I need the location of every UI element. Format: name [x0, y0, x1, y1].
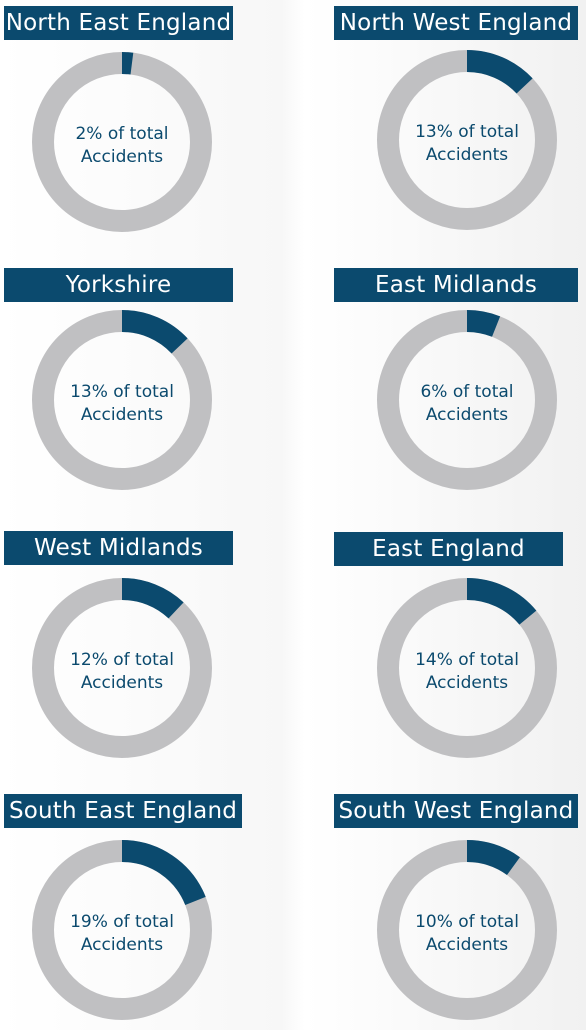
donut-center-label: 14% of total [415, 650, 519, 670]
region-title: West Midlands [4, 531, 233, 565]
region-title: East England [334, 532, 563, 566]
region-title: South East England [4, 794, 242, 828]
donut-chart: 12% of total Accidents [32, 578, 212, 758]
region-title: East Midlands [334, 268, 578, 302]
donut-center-label: 13% of total [70, 382, 174, 402]
donut-chart: 6% of total Accidents [377, 310, 557, 490]
donut-center-sublabel: Accidents [81, 935, 163, 955]
donut-value-slice [466, 840, 520, 876]
donut-center-label: 6% of total [420, 382, 513, 402]
donut-center-label: 19% of total [70, 912, 174, 932]
donut-chart: 19% of total Accidents [32, 840, 212, 1020]
donut-chart: 13% of total Accidents [377, 50, 557, 230]
donut-center-sublabel: Accidents [426, 145, 508, 165]
donut-chart: 10% of total Accidents [377, 840, 557, 1020]
region-title: North East England [4, 6, 233, 40]
donut-center-sublabel: Accidents [81, 673, 163, 693]
donut-value-slice [121, 310, 188, 354]
region-title: South West England [334, 794, 578, 828]
donut-value-slice [121, 840, 206, 906]
donut-center-sublabel: Accidents [426, 673, 508, 693]
donut-center-label: 10% of total [415, 912, 519, 932]
donut-value-slice [466, 50, 533, 94]
donut-chart: 2% of total Accidents [32, 52, 212, 232]
donut-center-sublabel: Accidents [426, 935, 508, 955]
donut-center-sublabel: Accidents [81, 147, 163, 167]
region-title: North West England [334, 6, 578, 40]
donut-chart: 14% of total Accidents [377, 578, 557, 758]
donut-value-slice [121, 578, 184, 619]
donut-value-slice [466, 578, 537, 625]
donut-center-sublabel: Accidents [81, 405, 163, 425]
donut-value-slice [466, 310, 501, 337]
donut-chart: 13% of total Accidents [32, 310, 212, 490]
donut-center-label: 13% of total [415, 122, 519, 142]
donut-center-sublabel: Accidents [426, 405, 508, 425]
region-title: Yorkshire [4, 268, 233, 302]
donut-center-label: 2% of total [75, 124, 168, 144]
donut-value-slice [121, 52, 134, 75]
donut-center-label: 12% of total [70, 650, 174, 670]
